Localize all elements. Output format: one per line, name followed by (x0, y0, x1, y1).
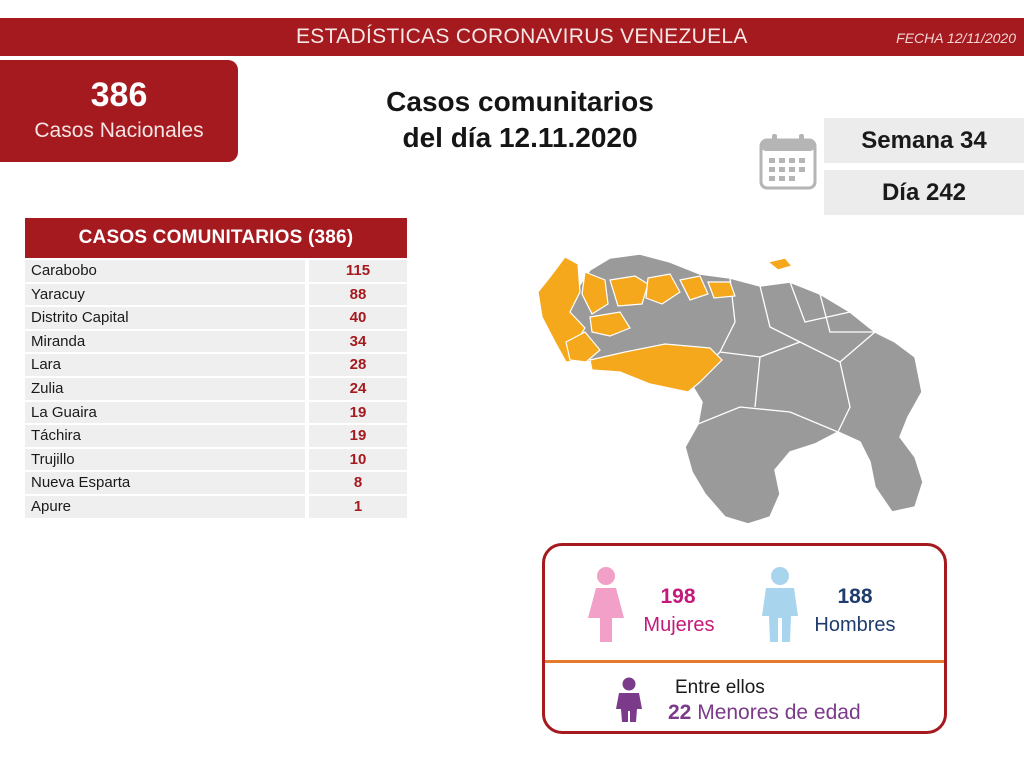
table-row: Carabobo 115 (25, 260, 407, 284)
state-name: Distrito Capital (25, 307, 305, 329)
week-box: Semana 34 (824, 118, 1024, 163)
minors-label: Menores de edad (697, 701, 861, 724)
state-name: Trujillo (25, 448, 305, 471)
national-count: 386 (90, 76, 148, 114)
table-row: Lara 28 (25, 354, 407, 378)
page-title-line1: Casos comunitarios (386, 86, 654, 117)
table-row: Nueva Esparta 8 (25, 472, 407, 496)
state-cases: 19 (309, 425, 407, 447)
child-icon (616, 677, 642, 722)
table-row: Trujillo 10 (25, 448, 407, 473)
state-name: La Guaira (25, 401, 305, 424)
men-label: Hombres (814, 614, 896, 636)
state-cases: 115 (309, 260, 407, 282)
divider (545, 660, 944, 663)
state-name: Zulia (25, 377, 305, 400)
page-title: Casos comunitarios del día 12.11.2020 (340, 84, 700, 156)
header-date: FECHA 12/11/2020 (896, 30, 1016, 46)
men-count: 188 (837, 585, 873, 608)
calendar-icon (759, 134, 817, 190)
minors-summary: 22 Menores de edad (668, 701, 861, 725)
state-name: Apure (25, 495, 305, 518)
state-name: Táchira (25, 425, 305, 447)
table-row: Miranda 34 (25, 330, 407, 355)
state-name: Yaracuy (25, 283, 305, 306)
state-name: Carabobo (25, 260, 305, 282)
state-cases: 34 (309, 330, 407, 353)
header-bar: ESTADÍSTICAS CORONAVIRUS VENEZUELA FECHA… (0, 18, 1024, 56)
state-cases: 28 (309, 354, 407, 376)
table-row: Apure 1 (25, 495, 407, 520)
venezuela-map (537, 253, 924, 525)
state-cases: 1 (309, 495, 407, 518)
women-count: 198 (660, 585, 696, 608)
table-row: Distrito Capital 40 (25, 307, 407, 331)
woman-icon (588, 567, 624, 642)
state-name: Nueva Esparta (25, 472, 305, 494)
state-cases: 40 (309, 307, 407, 329)
state-cases: 19 (309, 401, 407, 424)
state-cases: 88 (309, 283, 407, 306)
state-name: Lara (25, 354, 305, 376)
state-cases: 8 (309, 472, 407, 494)
minors-intro: Entre ellos (675, 677, 765, 698)
national-label: Casos Nacionales (34, 119, 204, 142)
table-header: CASOS COMUNITARIOS (386) (25, 218, 407, 258)
women-label: Mujeres (643, 614, 715, 636)
national-cases-box: 386 Casos Nacionales (0, 60, 238, 162)
state-cases: 24 (309, 377, 407, 400)
minors-count: 22 (668, 701, 692, 724)
table-row: Táchira 19 (25, 425, 407, 449)
table-row: La Guaira 19 (25, 401, 407, 426)
table-row: Zulia 24 (25, 377, 407, 402)
day-box: Día 242 (824, 170, 1024, 215)
state-name: Miranda (25, 330, 305, 353)
table-row: Yaracuy 88 (25, 283, 407, 308)
page-title-line2: del día 12.11.2020 (402, 122, 638, 153)
header-title: ESTADÍSTICAS CORONAVIRUS VENEZUELA (296, 25, 748, 48)
map-highlighted-states (537, 256, 794, 393)
man-icon (762, 567, 798, 642)
community-cases-table: CASOS COMUNITARIOS (386) Carabobo 115 Yar… (25, 218, 407, 520)
state-cases: 10 (309, 448, 407, 471)
